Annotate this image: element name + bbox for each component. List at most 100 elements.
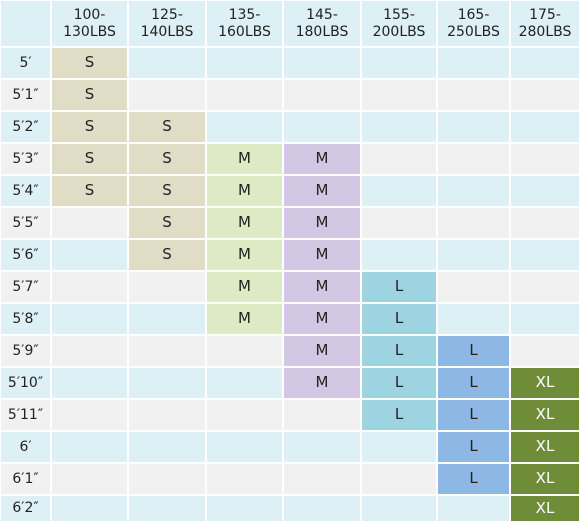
row-height-label: 5′3″ bbox=[0, 143, 51, 175]
row-height-label: 5′ bbox=[0, 47, 51, 79]
empty-cell bbox=[206, 47, 283, 79]
header-weight-1: 100- 130LBS bbox=[51, 0, 128, 47]
row-height-label: 5′7″ bbox=[0, 271, 51, 303]
empty-cell bbox=[51, 271, 128, 303]
empty-cell bbox=[206, 495, 283, 522]
empty-cell bbox=[437, 207, 510, 239]
size-cell-l: L bbox=[437, 463, 510, 495]
empty-cell bbox=[128, 335, 206, 367]
empty-cell bbox=[361, 111, 437, 143]
row-height-label: 5′4″ bbox=[0, 175, 51, 207]
size-cell-xl: XL bbox=[510, 431, 580, 463]
header-corner bbox=[0, 0, 51, 47]
size-cell-l: L bbox=[361, 303, 437, 335]
empty-cell bbox=[437, 175, 510, 207]
size-cell-m: M bbox=[206, 207, 283, 239]
empty-cell bbox=[51, 207, 128, 239]
empty-cell bbox=[128, 495, 206, 522]
empty-cell bbox=[51, 335, 128, 367]
empty-cell bbox=[510, 335, 580, 367]
header-weight-2: 125- 140LBS bbox=[128, 0, 206, 47]
row-height-label: 5′8″ bbox=[0, 303, 51, 335]
empty-cell bbox=[361, 143, 437, 175]
empty-cell bbox=[361, 495, 437, 522]
header-weight-3: 135- 160LBS bbox=[206, 0, 283, 47]
size-cell-s: S bbox=[51, 79, 128, 111]
empty-cell bbox=[283, 399, 361, 431]
size-cell-xl: XL bbox=[510, 399, 580, 431]
empty-cell bbox=[128, 399, 206, 431]
row-height-label: 6′1″ bbox=[0, 463, 51, 495]
empty-cell bbox=[510, 143, 580, 175]
empty-cell bbox=[510, 239, 580, 271]
header-weight-6: 165- 250LBS bbox=[437, 0, 510, 47]
size-cell-s: S bbox=[51, 143, 128, 175]
size-cell-l: L bbox=[361, 367, 437, 399]
size-cell-s: S bbox=[51, 111, 128, 143]
empty-cell bbox=[206, 431, 283, 463]
empty-cell bbox=[283, 47, 361, 79]
size-cell-l: L bbox=[437, 399, 510, 431]
empty-cell bbox=[51, 495, 128, 522]
empty-cell bbox=[437, 79, 510, 111]
size-cell-m: M bbox=[206, 175, 283, 207]
header-weight-4: 145- 180LBS bbox=[283, 0, 361, 47]
row-height-label: 6′2″ bbox=[0, 495, 51, 522]
size-cell-m: M bbox=[206, 143, 283, 175]
empty-cell bbox=[361, 207, 437, 239]
size-cell-m: M bbox=[283, 335, 361, 367]
size-cell-l: L bbox=[437, 367, 510, 399]
size-cell-m: M bbox=[206, 303, 283, 335]
size-cell-m: M bbox=[283, 175, 361, 207]
size-cell-s: S bbox=[51, 47, 128, 79]
size-cell-s: S bbox=[128, 175, 206, 207]
size-cell-s: S bbox=[128, 207, 206, 239]
empty-cell bbox=[283, 495, 361, 522]
empty-cell bbox=[510, 271, 580, 303]
empty-cell bbox=[510, 303, 580, 335]
size-cell-xl: XL bbox=[510, 367, 580, 399]
size-cell-s: S bbox=[128, 239, 206, 271]
row-height-label: 5′9″ bbox=[0, 335, 51, 367]
empty-cell bbox=[437, 495, 510, 522]
size-cell-l: L bbox=[361, 399, 437, 431]
size-cell-xl: XL bbox=[510, 463, 580, 495]
empty-cell bbox=[283, 79, 361, 111]
row-height-label: 5′6″ bbox=[0, 239, 51, 271]
empty-cell bbox=[128, 367, 206, 399]
size-cell-s: S bbox=[128, 111, 206, 143]
empty-cell bbox=[437, 271, 510, 303]
empty-cell bbox=[361, 239, 437, 271]
empty-cell bbox=[51, 463, 128, 495]
size-cell-l: L bbox=[361, 335, 437, 367]
empty-cell bbox=[361, 79, 437, 111]
empty-cell bbox=[510, 111, 580, 143]
empty-cell bbox=[51, 303, 128, 335]
empty-cell bbox=[361, 431, 437, 463]
empty-cell bbox=[51, 399, 128, 431]
empty-cell bbox=[283, 463, 361, 495]
size-cell-m: M bbox=[206, 271, 283, 303]
empty-cell bbox=[437, 111, 510, 143]
empty-cell bbox=[206, 399, 283, 431]
empty-cell bbox=[437, 239, 510, 271]
size-cell-l: L bbox=[437, 335, 510, 367]
empty-cell bbox=[128, 431, 206, 463]
row-height-label: 5′5″ bbox=[0, 207, 51, 239]
size-cell-s: S bbox=[128, 143, 206, 175]
size-cell-m: M bbox=[283, 207, 361, 239]
empty-cell bbox=[128, 271, 206, 303]
empty-cell bbox=[128, 303, 206, 335]
size-cell-m: M bbox=[283, 367, 361, 399]
row-height-label: 5′2″ bbox=[0, 111, 51, 143]
size-cell-l: L bbox=[361, 271, 437, 303]
empty-cell bbox=[361, 47, 437, 79]
empty-cell bbox=[361, 463, 437, 495]
empty-cell bbox=[51, 367, 128, 399]
size-cell-m: M bbox=[283, 143, 361, 175]
empty-cell bbox=[510, 79, 580, 111]
row-height-label: 5′1″ bbox=[0, 79, 51, 111]
header-weight-7: 175- 280LBS bbox=[510, 0, 580, 47]
empty-cell bbox=[437, 303, 510, 335]
